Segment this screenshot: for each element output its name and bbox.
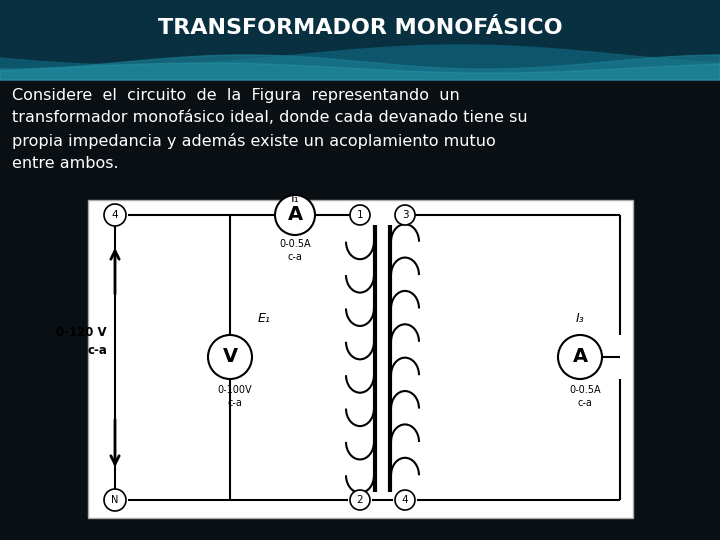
Text: N: N (112, 495, 119, 505)
FancyBboxPatch shape (88, 200, 633, 518)
Circle shape (275, 195, 315, 235)
Circle shape (104, 489, 126, 511)
Text: 1: 1 (356, 210, 364, 220)
Text: Considere  el  circuito  de  la  Figura  representando  un
transformador monofás: Considere el circuito de la Figura repre… (12, 88, 528, 171)
Text: 0-0.5A
c-a: 0-0.5A c-a (279, 239, 311, 262)
Text: V: V (222, 348, 238, 367)
Text: I₁: I₁ (291, 192, 300, 205)
Text: A: A (572, 348, 588, 367)
Text: 0-120 V
c-a: 0-120 V c-a (56, 327, 107, 357)
Circle shape (350, 205, 370, 225)
Text: 2: 2 (356, 495, 364, 505)
Circle shape (395, 490, 415, 510)
Text: A: A (287, 206, 302, 225)
FancyBboxPatch shape (0, 80, 720, 540)
Text: 4: 4 (402, 495, 408, 505)
Circle shape (104, 204, 126, 226)
Circle shape (558, 335, 602, 379)
Circle shape (395, 205, 415, 225)
Text: TRANSFORMADOR MONOFÁSICO: TRANSFORMADOR MONOFÁSICO (158, 18, 562, 38)
Text: E₁: E₁ (258, 313, 271, 326)
FancyBboxPatch shape (0, 0, 720, 80)
Circle shape (350, 490, 370, 510)
Text: I₃: I₃ (575, 312, 585, 325)
Text: 0-100V
c-a: 0-100V c-a (217, 385, 252, 408)
Text: 0-0.5A
c-a: 0-0.5A c-a (570, 385, 600, 408)
Text: 3: 3 (402, 210, 408, 220)
Circle shape (208, 335, 252, 379)
Text: 4: 4 (112, 210, 118, 220)
